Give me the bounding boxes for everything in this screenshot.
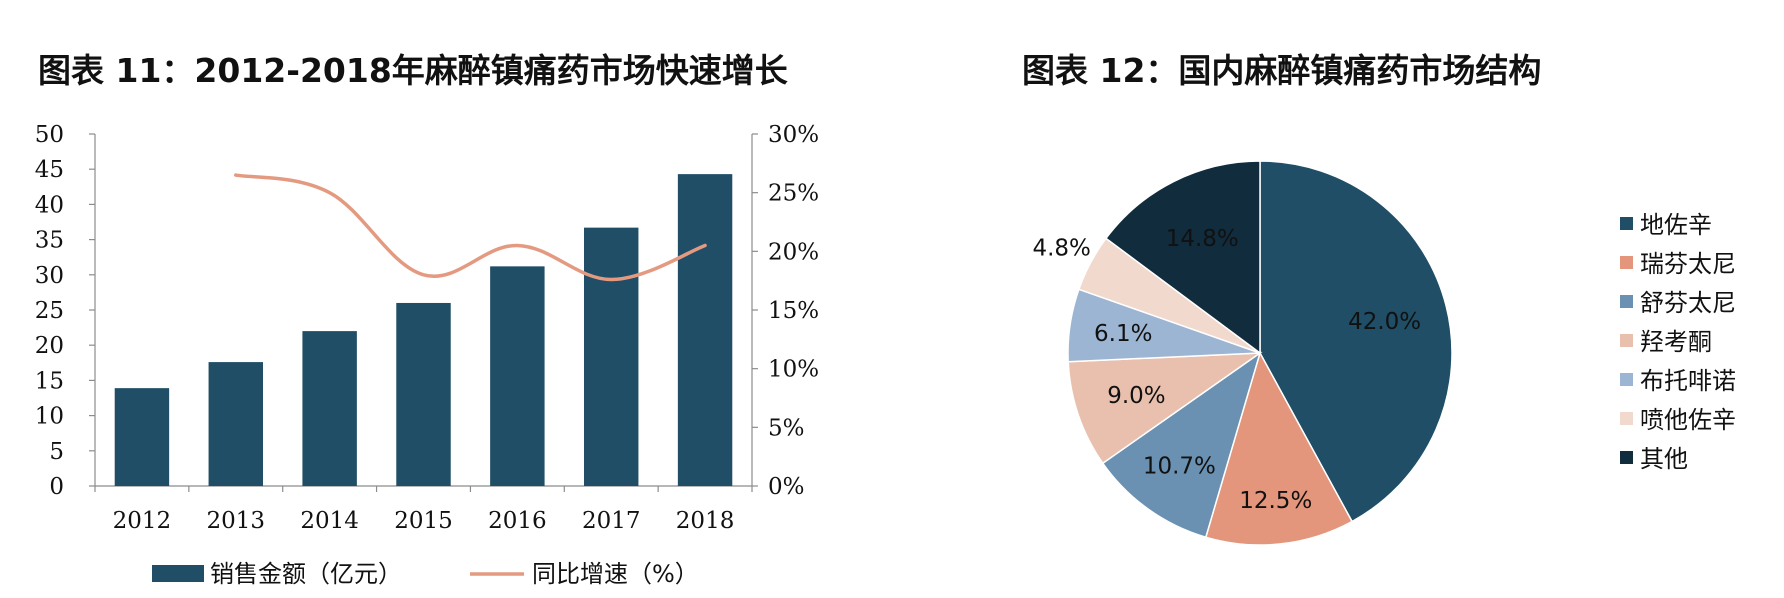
pie-slice xyxy=(1101,351,1262,539)
pie-legend-label: 羟考酮 xyxy=(1640,328,1712,356)
pie-legend-swatch xyxy=(1620,451,1633,464)
pie-value-label: 4.8% xyxy=(1032,235,1090,261)
right-y-tick-label: 0% xyxy=(768,474,805,500)
bar xyxy=(583,227,639,486)
pie-legend-swatch xyxy=(1620,217,1633,230)
x-tick-label: 2018 xyxy=(676,508,735,534)
bar xyxy=(208,362,264,486)
pie-value-label: 14.8% xyxy=(1166,226,1239,252)
left-y-tick-label: 15 xyxy=(35,368,64,394)
bar xyxy=(677,174,733,487)
legend-label-growth: 同比增速（%） xyxy=(532,560,699,588)
pie-slice xyxy=(1104,160,1261,355)
left-y-tick-label: 5 xyxy=(49,439,64,465)
right-y-tick-label: 30% xyxy=(768,122,819,148)
left-y-tick-label: 20 xyxy=(35,333,64,359)
left-y-tick-label: 25 xyxy=(35,298,64,324)
pie-value-label: 42.0% xyxy=(1348,309,1421,335)
left-y-tick-label: 40 xyxy=(35,192,64,218)
pie-chart: 42.0% 12.5% 10.7% 9.0% 6.1% 4.8% 14.8% 地佐辛瑞芬太尼舒… xyxy=(1032,160,1736,546)
pie-slice xyxy=(1259,160,1453,523)
right-y-tick-label: 25% xyxy=(768,181,819,207)
bar xyxy=(302,331,357,486)
pie-slice xyxy=(1067,352,1263,465)
pie-legend-label: 其他 xyxy=(1640,445,1688,473)
right-y-tick-label: 20% xyxy=(768,239,819,265)
legend-swatch-sales xyxy=(152,565,204,582)
pie-legend-label: 地佐辛 xyxy=(1640,211,1712,239)
x-tick-label: 2016 xyxy=(488,508,547,534)
pie-slice xyxy=(1204,351,1354,546)
pie-value-label: 6.1% xyxy=(1094,321,1152,347)
right-y-tick-label: 15% xyxy=(768,298,819,324)
pie-legend-swatch xyxy=(1620,295,1633,308)
bar-line-chart: 0 5 10 15 20 25 30 35 40 45 50 0% 5% 10% 15% 20% 25% 30% 2… xyxy=(35,122,819,588)
growth-rate-line xyxy=(234,173,707,282)
left-chart-title: 图表 11：2012-2018年麻醉镇痛药市场快速增长 xyxy=(38,51,788,90)
right-chart-title: 图表 12：国内麻醉镇痛药市场结构 xyxy=(1022,51,1542,90)
pie-value-label: 9.0% xyxy=(1107,383,1165,409)
x-tick-label: 2014 xyxy=(300,508,359,534)
right-y-tick-label: 5% xyxy=(768,415,805,441)
x-tick-label: 2012 xyxy=(113,508,172,534)
pie-legend-label: 舒芬太尼 xyxy=(1640,289,1736,317)
left-y-tick-label: 10 xyxy=(35,404,64,430)
x-tick-label: 2013 xyxy=(207,508,266,534)
bar xyxy=(114,388,170,486)
left-y-tick-label: 30 xyxy=(35,263,64,289)
pie-legend-swatch xyxy=(1620,256,1633,269)
left-y-tick-label: 35 xyxy=(35,228,64,254)
pie-value-label: 12.5% xyxy=(1239,488,1312,514)
x-tick-label: 2015 xyxy=(394,508,453,534)
left-y-tick-label: 45 xyxy=(35,157,64,183)
pie-legend-label: 瑞芬太尼 xyxy=(1640,250,1736,278)
legend-label-sales: 销售金额（亿元） xyxy=(210,560,402,588)
left-y-tick-label: 50 xyxy=(35,122,64,148)
pie-legend-swatch xyxy=(1620,412,1633,425)
pie-legend-label: 布托啡诺 xyxy=(1640,367,1736,395)
pie-legend-label: 喷他佐辛 xyxy=(1640,406,1736,434)
pie-legend-swatch xyxy=(1620,334,1633,347)
pie-value-label: 10.7% xyxy=(1143,453,1216,479)
left-y-tick-label: 0 xyxy=(49,474,64,500)
bar xyxy=(396,302,451,486)
right-y-tick-label: 10% xyxy=(768,357,819,383)
bar xyxy=(490,266,545,486)
pie-legend-swatch xyxy=(1620,373,1633,386)
x-tick-label: 2017 xyxy=(582,508,641,534)
